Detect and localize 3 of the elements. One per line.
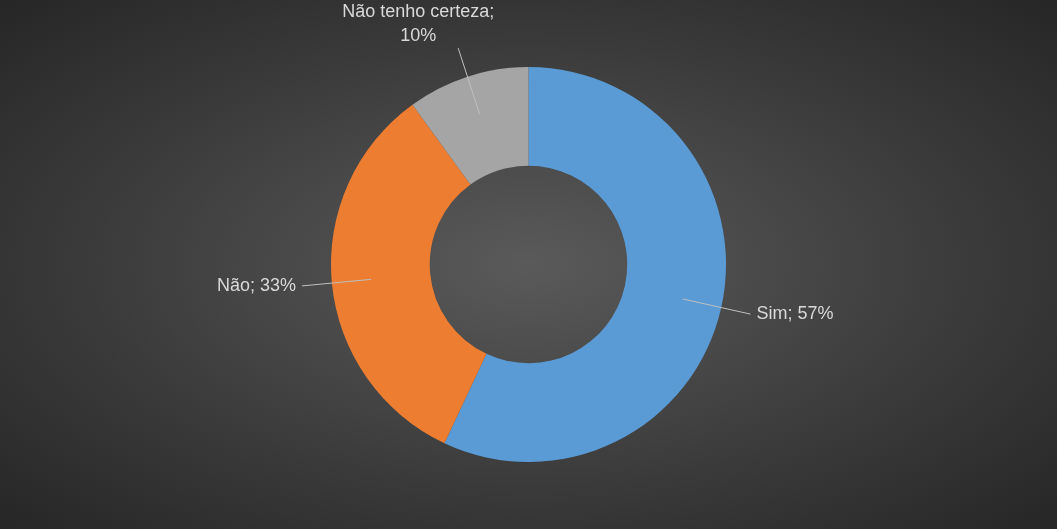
slice-label: Não tenho certeza; 10% (342, 1, 495, 46)
slice-label: Sim; 57% (756, 303, 834, 324)
slice-label: Não; 33% (216, 274, 297, 295)
